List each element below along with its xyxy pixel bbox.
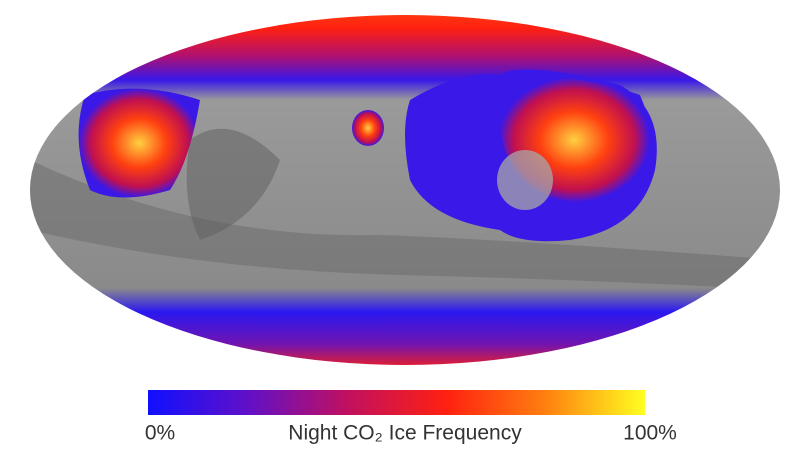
basin xyxy=(497,150,553,210)
colorbar-tick-label: 0% xyxy=(145,422,175,445)
dark-terrain xyxy=(30,160,780,290)
colorbar-title: Night CO₂ Ice Frequency xyxy=(288,422,522,445)
mars-map xyxy=(30,15,780,365)
ice-region xyxy=(78,88,200,198)
colorbar xyxy=(148,390,645,415)
ice-region xyxy=(352,110,384,146)
colorbar-tick-label: 100% xyxy=(623,422,677,445)
dark-terrain xyxy=(186,128,280,240)
